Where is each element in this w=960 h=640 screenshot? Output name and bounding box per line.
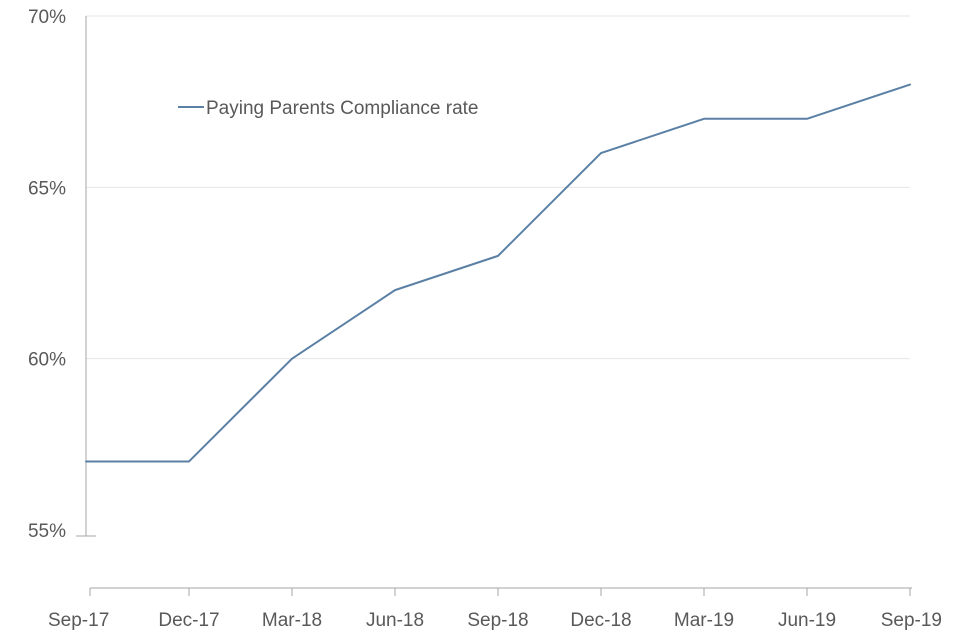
x-tick-label: Sep-18 — [467, 610, 528, 631]
x-tick-label: Mar-19 — [674, 610, 734, 631]
x-tick-label: Jun-19 — [778, 610, 836, 631]
x-tick-label: Jun-18 — [366, 610, 424, 631]
x-tick-labels: Sep-17 Dec-17 Mar-18 Jun-18 Sep-18 Dec-18 Mar-… — [48, 610, 942, 631]
axes — [76, 16, 912, 596]
x-tick-label: Dec-18 — [570, 610, 631, 631]
y-tick-label: 70% — [28, 7, 66, 28]
y-tick-label: 60% — [28, 350, 66, 371]
y-tick-labels: 55% 60% 65% 70% — [28, 7, 66, 542]
series-lines — [85, 83, 911, 463]
x-tick-label: Dec-17 — [158, 610, 219, 631]
x-tick-label: Mar-18 — [262, 610, 322, 631]
series-line — [85, 83, 911, 463]
x-tick-label: Sep-17 — [48, 610, 109, 631]
legend-label: Paying Parents Compliance rate — [206, 98, 478, 119]
y-tick-label: 65% — [28, 178, 66, 199]
gridlines — [86, 15, 910, 360]
x-tick-label: Sep-19 — [881, 610, 942, 631]
legend: Paying Parents Compliance rate — [178, 98, 478, 119]
y-tick-label: 55% — [28, 521, 66, 542]
